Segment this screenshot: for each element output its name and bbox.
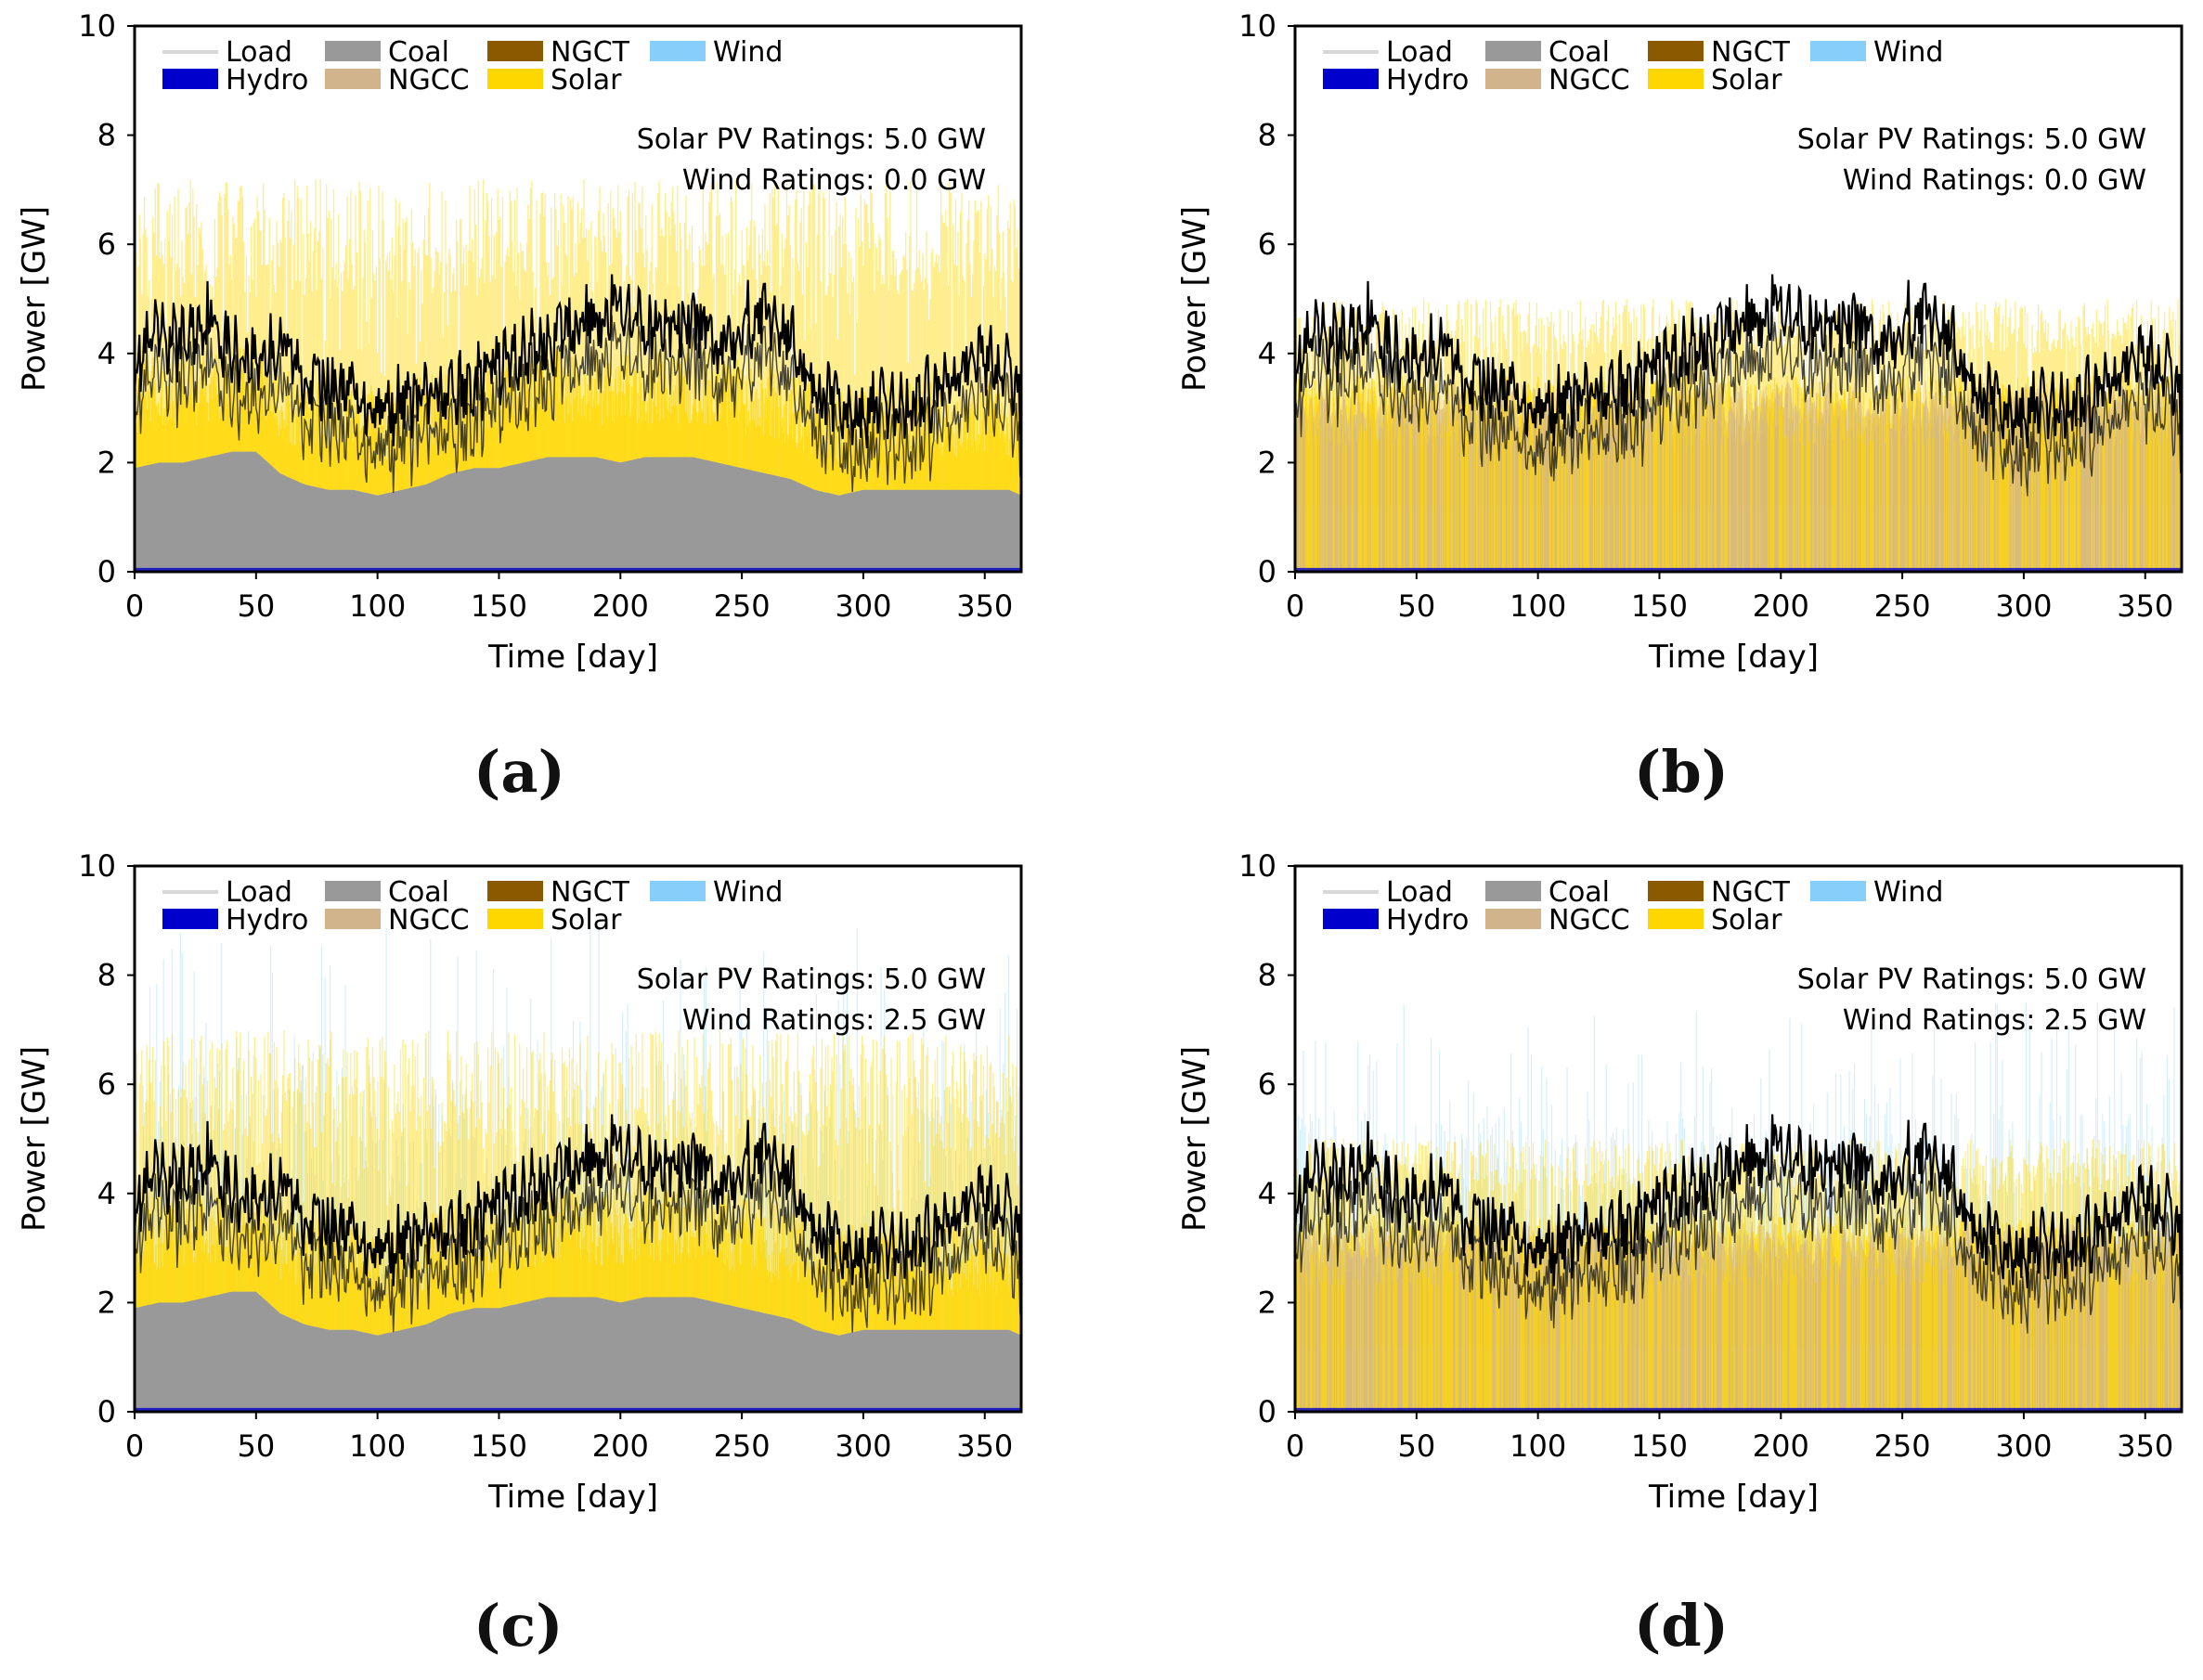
y-tick-label: 4 — [1258, 336, 1276, 371]
y-tick-label: 8 — [1258, 118, 1276, 153]
x-axis-label: Time [day] — [1648, 639, 1819, 676]
y-tick-label: 10 — [78, 8, 116, 44]
legend-label-ngct: NGCT — [551, 36, 630, 69]
x-tick-label: 250 — [1874, 588, 1931, 624]
legend-swatch-ngct — [1648, 41, 1704, 61]
x-tick-label: 100 — [1510, 588, 1566, 624]
y-tick-label: 0 — [1258, 554, 1276, 589]
x-tick-label: 350 — [2117, 588, 2173, 624]
legend-label-hydro: Hydro — [1386, 64, 1469, 97]
legend-swatch-solar — [487, 69, 543, 89]
x-tick-label: 350 — [956, 588, 1013, 624]
hydro-area — [135, 567, 1021, 572]
chart-panel-c: 0 2 4 6 8 10 0 50 100 150 200 250 300 350 Time [day] Po… — [0, 840, 1160, 1680]
wind-rating-text: Wind Ratings: 0.0 GW — [1843, 164, 2146, 197]
plot-frame — [133, 24, 1023, 574]
legend-swatch-hydro — [1323, 69, 1379, 89]
y-tick-label: 2 — [1258, 445, 1276, 480]
x-tick-label: 50 — [237, 588, 275, 624]
legend-label-ngcc: NGCC — [388, 64, 470, 97]
x-tick-label: 200 — [1753, 588, 1809, 624]
legend-swatch-wind — [650, 41, 706, 61]
legend-swatch-ngcc — [1485, 69, 1541, 89]
plot-area — [135, 178, 1021, 572]
y-axis-label: Power [GW] — [1176, 206, 1213, 392]
legend-label-wind: Wind — [1873, 36, 1943, 69]
legend-label-hydro: Hydro — [226, 64, 308, 97]
load-line — [1295, 274, 2182, 449]
load-line — [135, 274, 1021, 449]
legend-swatch-wind — [1810, 41, 1866, 61]
x-tick-label: 150 — [1631, 588, 1688, 624]
legend-label-solar: Solar — [551, 64, 622, 97]
x-axis-label: Time [day] — [487, 639, 658, 676]
y-tick-label: 4 — [97, 336, 116, 371]
x-tick-label: 300 — [835, 588, 891, 624]
coal-area — [135, 451, 1021, 572]
legend-swatch-ngct — [487, 41, 543, 61]
x-tick-label: 50 — [1397, 588, 1435, 624]
plot-area — [1295, 274, 2182, 572]
load-line-lower — [135, 315, 1021, 494]
x-tick-label: 100 — [349, 588, 406, 624]
y-tick-label: 6 — [1258, 226, 1276, 262]
legend-label-coal: Coal — [1549, 36, 1610, 69]
x-tick-label: 300 — [1995, 588, 2052, 624]
chart-panel-a: 0 2 4 6 8 10 0 50 100 150 200 250 300 350 Time [day] Po… — [0, 0, 1160, 840]
load-line-lower — [1295, 311, 2182, 497]
solar-rating-text: Solar PV Ratings: 5.0 GW — [637, 123, 986, 156]
y-tick-label: 6 — [97, 226, 116, 262]
y-tick-label: 2 — [97, 445, 116, 480]
legend-swatch-coal — [325, 41, 381, 61]
chart-panel-b: 0 2 4 6 8 10 0 50 100 150 200 250 300 350 Time [day] Po… — [1160, 0, 2203, 840]
plot-area — [135, 926, 1021, 1412]
x-tick-label: 0 — [125, 588, 144, 624]
legend-swatch-solar — [1648, 69, 1704, 89]
legend-swatch-coal — [1485, 41, 1541, 61]
y-tick-label: 8 — [97, 118, 116, 153]
legend-label-ngcc: NGCC — [1549, 64, 1630, 97]
solar-rating-text: Solar PV Ratings: 5.0 GW — [1797, 123, 2146, 156]
x-tick-label: 0 — [1286, 588, 1304, 624]
y-tick-label: 10 — [1238, 8, 1276, 44]
plot-frame — [1293, 24, 2184, 574]
y-axis-label: Power [GW] — [16, 206, 53, 392]
x-tick-label: 150 — [471, 588, 527, 624]
legend-label-wind: Wind — [713, 36, 783, 69]
legend-label-ngct: NGCT — [1711, 36, 1791, 69]
legend-label-solar: Solar — [1711, 64, 1782, 97]
legend-label-load: Load — [226, 36, 292, 69]
x-tick-label: 250 — [714, 588, 771, 624]
y-tick-label: 0 — [97, 554, 116, 589]
wind-rating-text: Wind Ratings: 0.0 GW — [682, 164, 986, 197]
legend-swatch-ngcc — [325, 69, 381, 89]
x-tick-label: 200 — [592, 588, 649, 624]
hydro-area — [1295, 567, 2182, 572]
legend-label-load: Load — [1386, 36, 1453, 69]
legend-swatch-hydro — [162, 69, 218, 89]
legend-label-coal: Coal — [388, 36, 449, 69]
